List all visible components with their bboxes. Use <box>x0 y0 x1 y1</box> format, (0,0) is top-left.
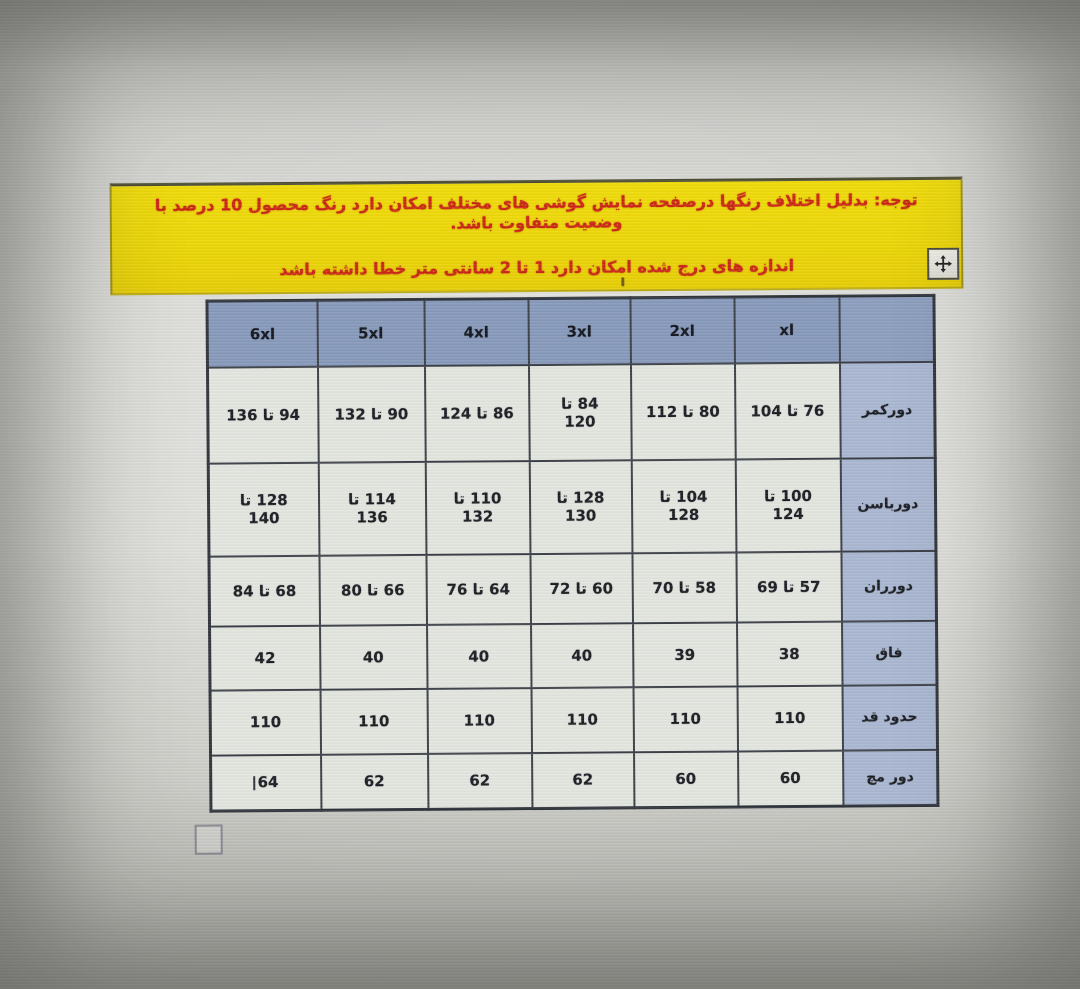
cell-rise-5xl[interactable]: 40 <box>319 624 428 690</box>
row-label-waist[interactable]: دورکمر <box>839 361 936 459</box>
cell-thigh-4xl[interactable]: 64 تا 76 <box>425 553 531 625</box>
cell-hip-6xl[interactable]: 128 تا 140 <box>208 462 319 557</box>
row-label-rise[interactable]: فاق <box>841 620 938 686</box>
cell-waist-4xl[interactable]: 86 تا 124 <box>424 364 530 462</box>
cell-ankle-3xl[interactable]: 62 <box>531 751 634 809</box>
cell-waist-2xl[interactable]: 80 تا 112 <box>630 362 736 460</box>
size-header-3xl[interactable]: 3xl <box>527 297 631 365</box>
cell-ankle-2xl[interactable]: 60 <box>633 750 738 808</box>
cell-ankle-6xl-value: 64 <box>257 773 279 792</box>
cell-rise-3xl[interactable]: 40 <box>530 622 634 688</box>
cell-height-xl[interactable]: 110 <box>737 685 843 751</box>
table-row-rise: فاق 38 39 40 40 40 42 <box>209 620 938 691</box>
table-resize-handle[interactable] <box>194 824 223 855</box>
cell-thigh-5xl[interactable]: 66 تا 80 <box>318 554 427 626</box>
cell-ankle-6xl[interactable]: 64 <box>210 754 321 812</box>
cell-hip-xl[interactable]: 100 تا 124 <box>735 458 841 552</box>
table-move-handle[interactable] <box>927 247 960 280</box>
cell-hip-5xl[interactable]: 114 تا 136 <box>318 461 426 556</box>
paragraph-cursor <box>621 277 625 287</box>
size-header-6xl[interactable]: 6xl <box>206 300 318 368</box>
table-header-row: xl 2xl 3xl 4xl 5xl 6xl <box>206 295 935 368</box>
cell-height-2xl[interactable]: 110 <box>633 685 738 752</box>
table-row-height: حدود قد 110 110 110 110 110 110 <box>210 684 938 756</box>
cell-waist-6xl[interactable]: 94 تا 136 <box>207 366 319 464</box>
table-row-hip: دورباسن 100 تا 124 104 تا 128 128 تا 130… <box>208 457 936 557</box>
cell-thigh-xl[interactable]: 57 تا 69 <box>735 551 842 622</box>
notice-banner: توجه: بدلیل اختلاف رنگها درصفحه نمایش گو… <box>109 176 964 296</box>
cell-ankle-5xl[interactable]: 62 <box>320 753 428 811</box>
cell-rise-xl[interactable]: 38 <box>736 621 843 686</box>
cell-thigh-6xl[interactable]: 68 تا 84 <box>208 555 320 627</box>
cell-height-3xl[interactable]: 110 <box>531 686 634 753</box>
cell-height-5xl[interactable]: 110 <box>320 688 428 755</box>
cell-height-6xl[interactable]: 110 <box>210 689 321 756</box>
cell-ankle-xl[interactable]: 60 <box>737 750 843 807</box>
size-chart-table: xl 2xl 3xl 4xl 5xl 6xl دورکمر 76 تا 104 … <box>205 293 940 813</box>
cell-thigh-2xl[interactable]: 58 تا 70 <box>631 551 737 623</box>
cell-hip-3xl[interactable]: 128 تا 130 <box>529 459 632 554</box>
four-way-move-arrow-icon <box>933 254 953 274</box>
size-header-4xl[interactable]: 4xl <box>423 298 529 366</box>
cell-hip-2xl[interactable]: 104 تا 128 <box>631 458 736 553</box>
cell-rise-2xl[interactable]: 39 <box>632 621 738 687</box>
cell-rise-4xl[interactable]: 40 <box>426 623 532 689</box>
cell-ankle-4xl[interactable]: 62 <box>427 752 532 810</box>
table-row-ankle: دور مچ 60 60 62 62 62 64 <box>210 749 938 812</box>
cell-rise-6xl[interactable]: 42 <box>209 625 321 691</box>
table-row-thigh: دورران 57 تا 69 58 تا 70 60 تا 72 64 تا … <box>208 550 937 627</box>
row-label-height[interactable]: حدود قد <box>842 684 938 751</box>
cell-thigh-3xl[interactable]: 60 تا 72 <box>529 552 633 624</box>
corner-header-cell[interactable] <box>838 295 935 363</box>
row-label-thigh[interactable]: دورران <box>840 550 937 622</box>
text-cursor <box>253 775 256 791</box>
cell-waist-3xl[interactable]: 84 تا 120 <box>528 363 632 461</box>
cell-waist-5xl[interactable]: 90 تا 132 <box>317 365 426 463</box>
cell-waist-xl[interactable]: 76 تا 104 <box>734 362 841 459</box>
size-header-5xl[interactable]: 5xl <box>316 299 425 367</box>
row-label-ankle[interactable]: دور مچ <box>842 749 938 807</box>
cell-height-4xl[interactable]: 110 <box>427 687 532 754</box>
cell-hip-4xl[interactable]: 110 تا 132 <box>425 460 530 555</box>
size-header-2xl[interactable]: 2xl <box>629 296 735 364</box>
notice-line-2[interactable]: اندازه های درج شده امکان دارد 1 تا 2 سان… <box>279 255 795 280</box>
notice-line-1[interactable]: توجه: بدلیل اختلاف رنگها درصفحه نمایش گو… <box>154 190 918 233</box>
size-header-xl[interactable]: xl <box>733 296 840 363</box>
row-label-hip[interactable]: دورباسن <box>840 457 936 552</box>
table-row-waist: دورکمر 76 تا 104 80 تا 112 84 تا 120 86 … <box>207 361 936 464</box>
